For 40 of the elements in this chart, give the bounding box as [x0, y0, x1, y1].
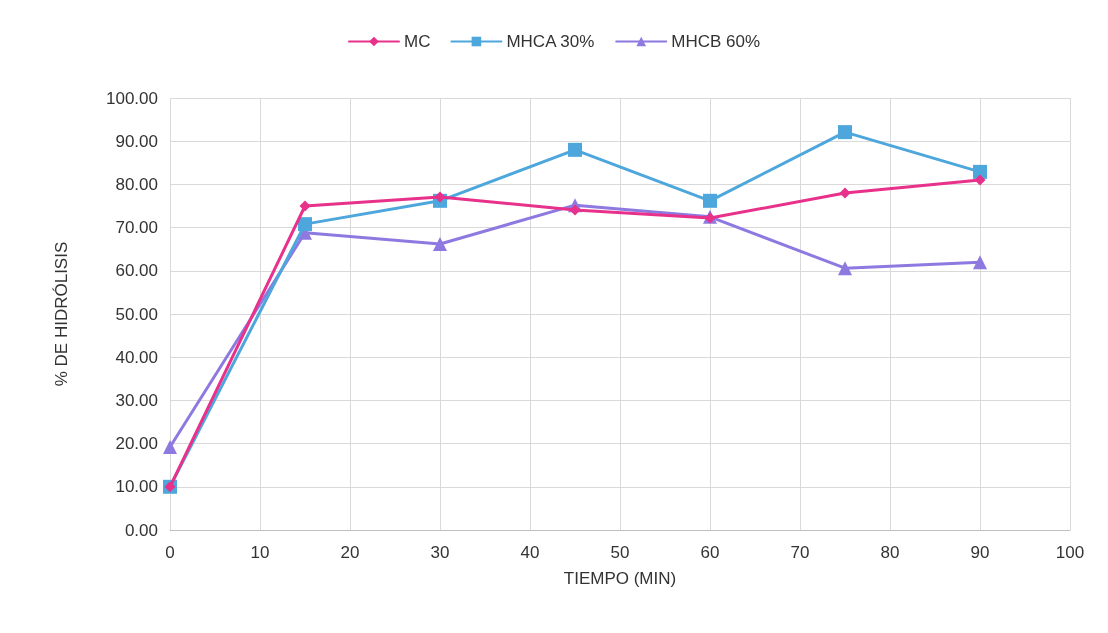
point — [974, 174, 986, 186]
point — [839, 187, 851, 199]
legend-label: MHCB 60% — [671, 32, 761, 51]
y-tick-label: 10.00 — [115, 477, 158, 497]
y-tick-label: 80.00 — [115, 174, 158, 194]
legend-label: MC — [403, 32, 431, 51]
y-tick-label: 30.00 — [115, 390, 158, 410]
x-tick-label: 90 — [970, 543, 990, 562]
x-axis-title: TIEMPO (MIN) — [563, 569, 677, 588]
legend-label: MHCA 30% — [506, 32, 595, 51]
x-tick-label: 0 — [165, 543, 175, 562]
x-tick-label: 20 — [340, 543, 360, 562]
y-tick-label: 60.00 — [115, 261, 158, 281]
point — [569, 204, 581, 216]
y-tick-label: 0.00 — [124, 520, 158, 540]
point — [973, 255, 987, 270]
point — [433, 237, 447, 252]
point — [298, 217, 312, 232]
point — [163, 440, 177, 455]
y-tick-label: 70.00 — [115, 218, 158, 238]
point — [299, 200, 311, 212]
x-tick-label: 80 — [880, 543, 900, 562]
x-tick-label: 50 — [610, 543, 630, 562]
y-tick-label: 90.00 — [115, 131, 158, 151]
point — [838, 261, 852, 276]
point — [568, 142, 582, 157]
point — [434, 191, 446, 203]
x-tick-label: 10 — [250, 543, 270, 562]
y-tick-label: 20.00 — [115, 434, 158, 454]
y-tick-label: 100.00 — [106, 88, 158, 108]
x-tick-label: 70 — [790, 543, 810, 562]
x-tick-label: 30 — [430, 543, 450, 562]
y-axis-title: % DE HIDRÓLISIS — [52, 241, 71, 387]
point — [838, 125, 852, 140]
x-tick-label: 40 — [520, 543, 540, 562]
point — [703, 193, 717, 208]
y-tick-label: 40.00 — [115, 347, 158, 367]
x-tick-label: 100 — [1055, 543, 1085, 562]
y-tick-label: 50.00 — [115, 304, 158, 324]
x-tick-label: 60 — [700, 543, 720, 562]
